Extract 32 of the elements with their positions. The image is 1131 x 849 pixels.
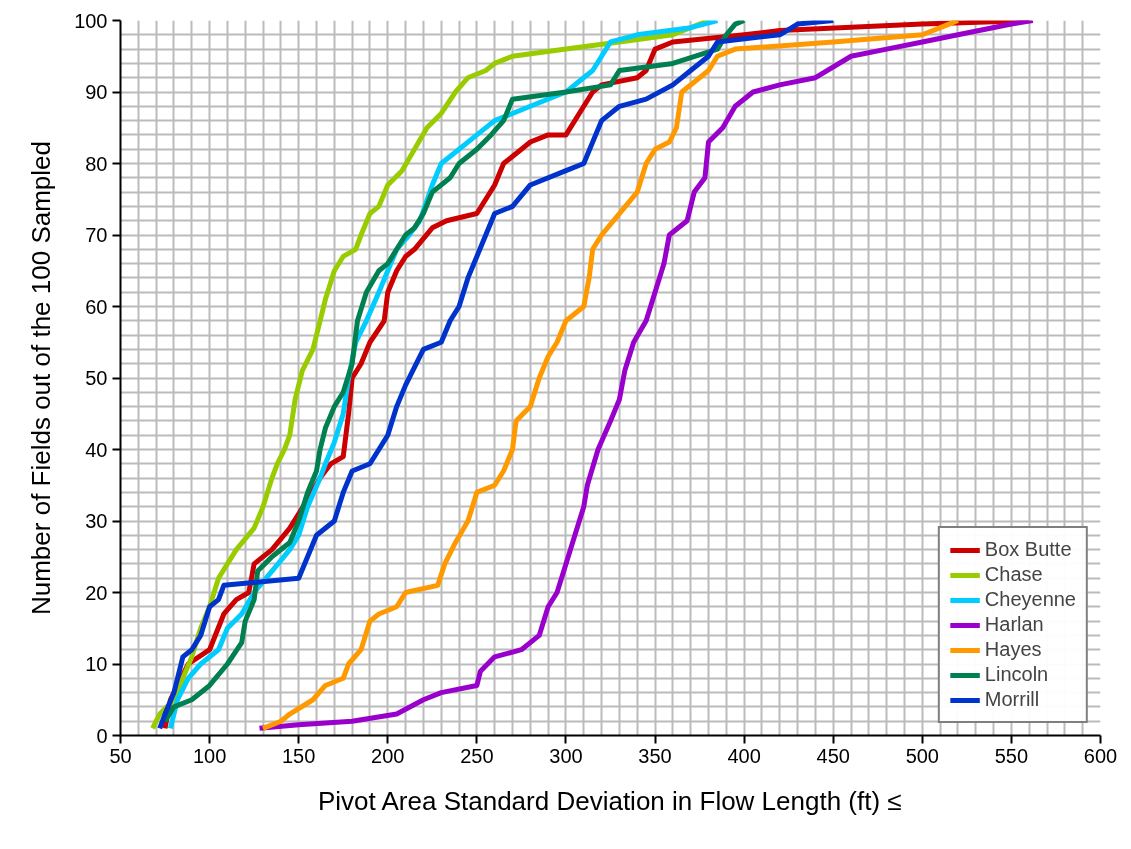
legend-label: Cheyenne [984,588,1076,611]
x-tick-label: 400 [727,744,761,767]
x-tick-label: 50 [109,744,132,767]
y-tick-label: 10 [85,653,108,675]
x-tick-label: 500 [905,744,940,767]
x-tick-label: 300 [549,744,583,767]
legend-label: Chase [984,563,1043,586]
y-tick-label: 70 [85,224,108,246]
x-tick-label: 200 [371,744,405,767]
x-tick-label: 250 [460,744,494,767]
y-tick-label: 60 [85,295,108,318]
legend-label: Morrill [984,688,1040,711]
x-tick-label: 150 [282,744,316,767]
legend-label: Lincoln [984,663,1049,686]
x-axis-title: Pivot Area Standard Deviation in Flow Length (ft) ≤ [317,785,902,816]
y-axis-title: Number of Fields out of the 100 Sampled [26,140,57,616]
y-tick-label: 20 [85,581,108,604]
legend-label: Hayes [984,638,1042,661]
y-tick-label: 80 [85,152,108,175]
x-tick-label: 100 [192,744,227,767]
legend-label: Box Butte [984,538,1072,561]
y-tick-label: 90 [85,81,108,103]
y-tick-label: 100 [74,9,108,32]
x-tick-label: 550 [994,744,1029,767]
x-tick-label: 600 [1083,744,1118,767]
x-tick-label: 350 [638,744,672,767]
legend-label: Harlan [984,613,1044,636]
y-tick-label: 0 [96,724,108,747]
x-tick-label: 450 [816,744,850,767]
y-tick-label: 40 [85,438,108,461]
y-tick-label: 30 [85,510,108,532]
y-tick-label: 50 [85,367,108,389]
